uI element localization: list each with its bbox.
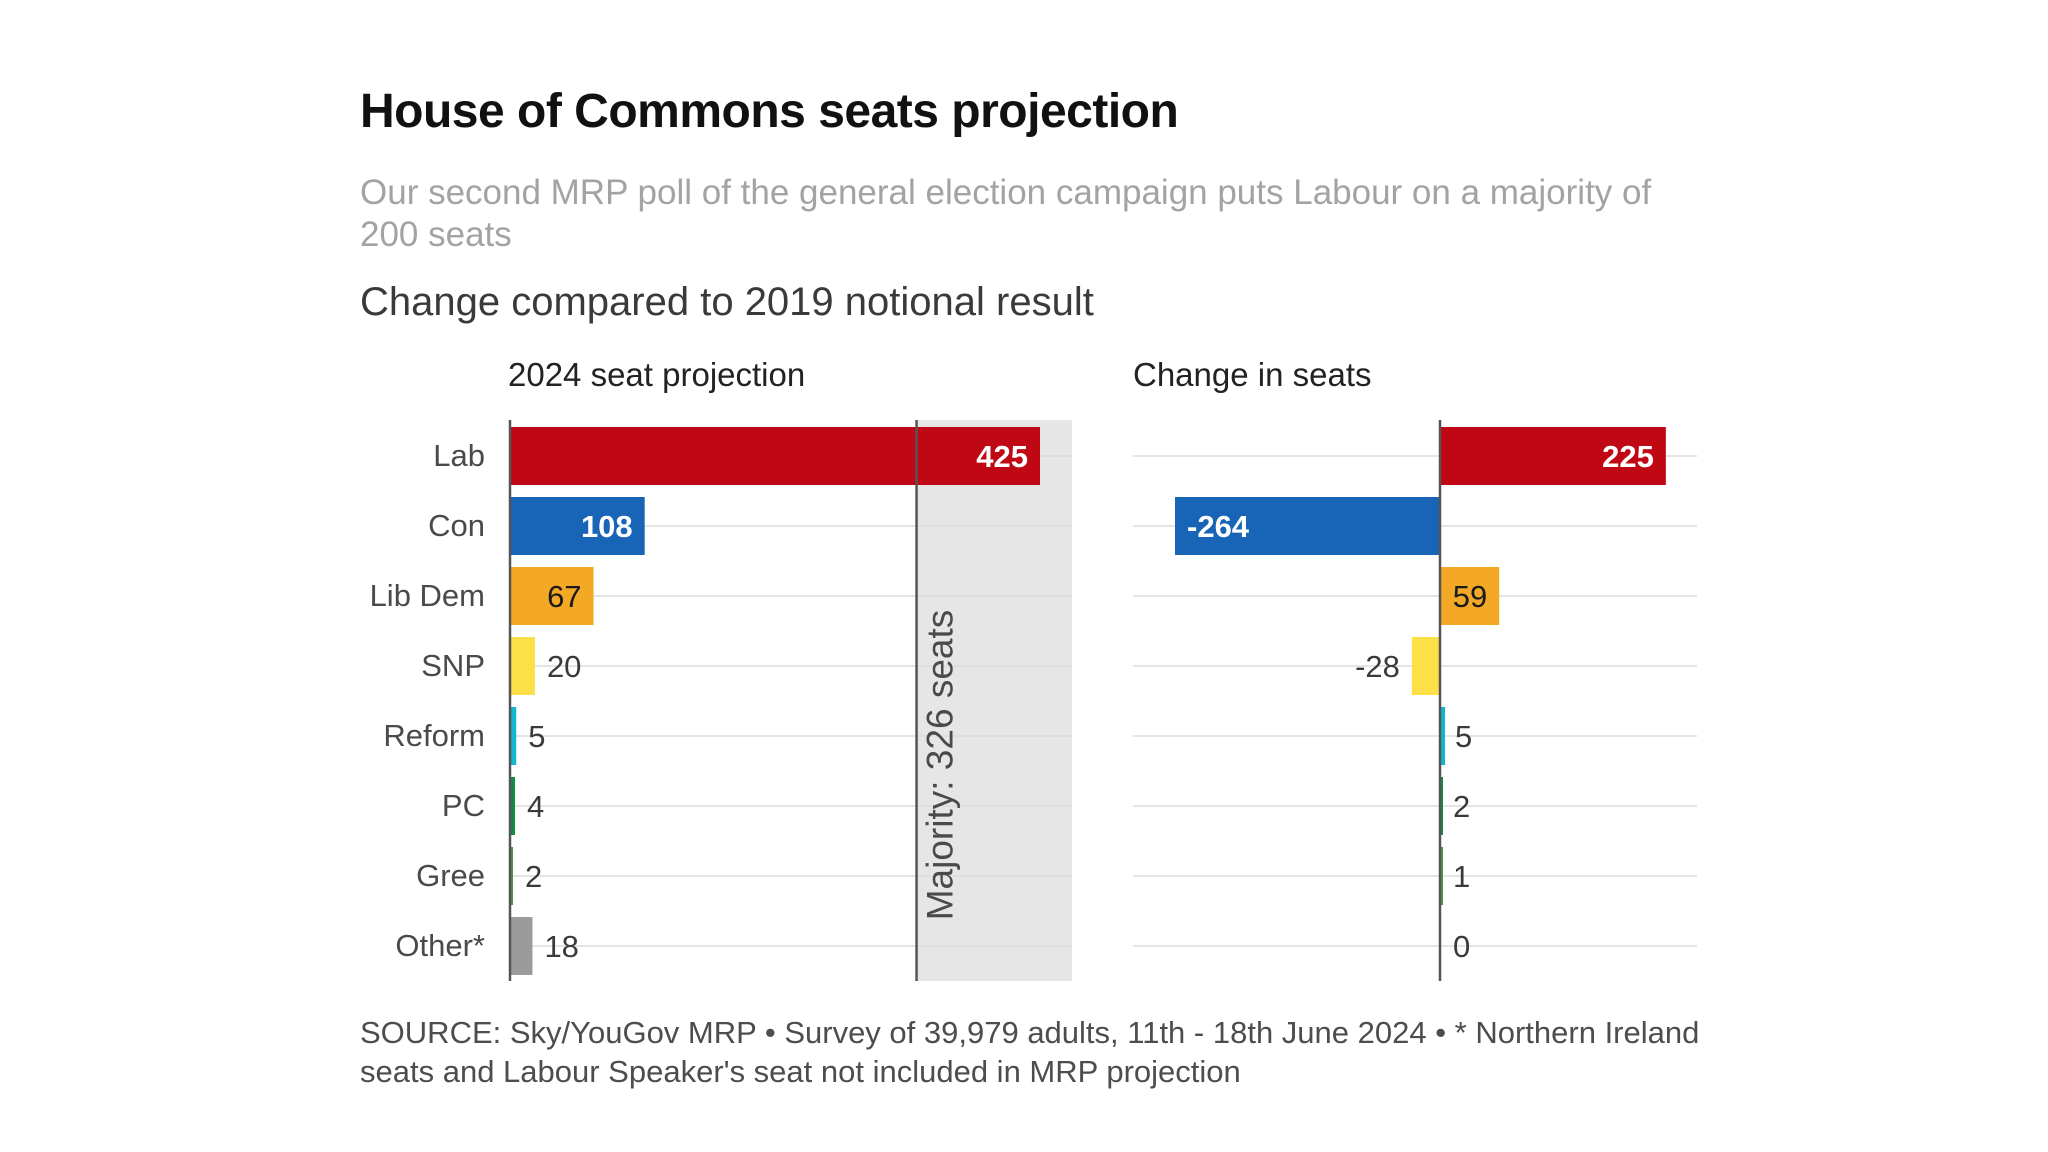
value-label-right-lab: 225 [1602, 439, 1654, 474]
bar-right-reform [1440, 707, 1446, 765]
bar-left-snp [510, 637, 535, 695]
bar-right-snp [1411, 637, 1440, 695]
bar-left-con [510, 497, 645, 555]
category-label-pc: PC [441, 788, 485, 823]
value-label-left-lab: 425 [976, 439, 1028, 474]
value-label-right-snp: -28 [1355, 649, 1400, 684]
bar-left-other [510, 917, 533, 975]
value-label-right-gree: 1 [1453, 859, 1470, 894]
value-label-left-lib-dem: 67 [547, 579, 581, 614]
bar-left-gree [510, 847, 513, 905]
bar-right-lab [1440, 427, 1666, 485]
majority-label: Majority: 326 seats [920, 610, 961, 921]
chart-title: House of Commons seats projection [360, 85, 1179, 138]
left-panel-title: 2024 seat projection [508, 356, 806, 393]
bar-left-lab [510, 427, 1040, 485]
bar-left-reform [510, 707, 517, 765]
category-label-lab: Lab [433, 438, 485, 473]
value-label-left-other: 18 [544, 929, 578, 964]
category-label-lib-dem: Lib Dem [369, 578, 485, 613]
category-label-con: Con [428, 508, 485, 543]
value-label-right-lib-dem: 59 [1453, 579, 1487, 614]
value-label-right-pc: 2 [1453, 789, 1470, 824]
value-label-left-reform: 5 [528, 719, 545, 754]
category-label-gree: Gree [416, 858, 485, 893]
source-note: SOURCE: Sky/YouGov MRP • Survey of 39,97… [360, 1015, 1700, 1089]
category-label-other: Other* [395, 928, 485, 963]
value-label-left-pc: 4 [527, 789, 544, 824]
value-label-right-con: -264 [1187, 509, 1250, 544]
majority-shaded-region [916, 420, 1072, 981]
bar-right-con [1175, 497, 1440, 555]
category-label-reform: Reform [383, 718, 485, 753]
value-label-left-gree: 2 [525, 859, 542, 894]
category-label-snp: SNP [421, 648, 485, 683]
chart-note: Change compared to 2019 notional result [360, 280, 1094, 324]
chart-subtitle: Our second MRP poll of the general elect… [360, 173, 1652, 254]
value-label-left-snp: 20 [547, 649, 581, 684]
value-label-left-con: 108 [581, 509, 633, 544]
bar-right-pc [1440, 777, 1443, 835]
bar-left-lib-dem [510, 567, 594, 625]
value-label-right-other: 0 [1453, 929, 1470, 964]
bar-right-lib-dem [1440, 567, 1500, 625]
right-panel-title: Change in seats [1133, 356, 1372, 393]
bar-left-pc [510, 777, 515, 835]
value-label-right-reform: 5 [1455, 719, 1472, 754]
bar-right-gree [1440, 847, 1443, 905]
